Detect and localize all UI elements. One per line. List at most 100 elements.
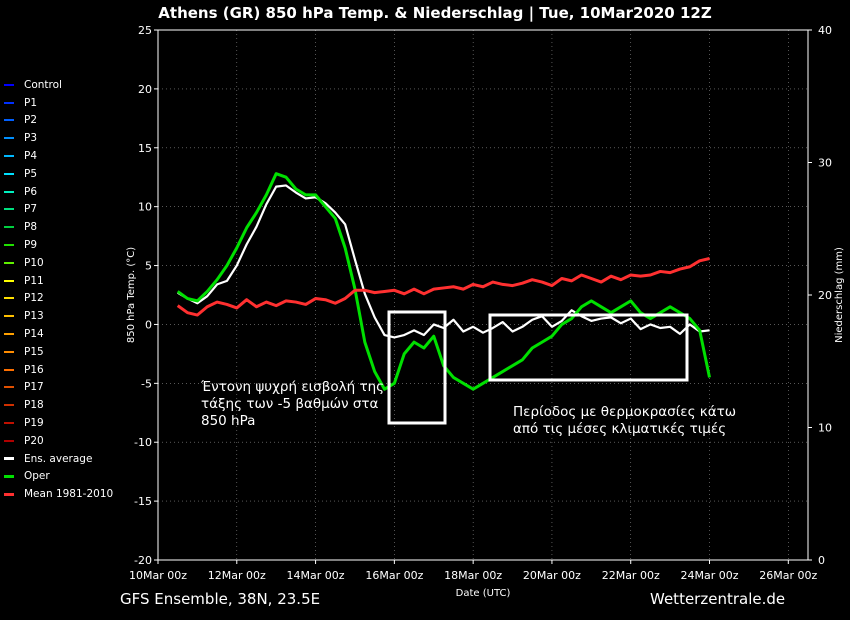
y-tick-label: 5 — [145, 260, 152, 273]
footer-source: Wetterzentrale.de — [650, 590, 786, 608]
legend-label: P2 — [24, 114, 38, 127]
legend-item: P17 — [4, 379, 134, 397]
legend-item: Control — [4, 76, 134, 94]
legend-swatch — [4, 83, 14, 86]
legend-swatch — [4, 155, 14, 158]
legend-label: P19 — [24, 417, 44, 430]
y2-tick-label: 20 — [818, 289, 832, 302]
y2-tick-label: 40 — [818, 24, 832, 37]
legend-label: P4 — [24, 150, 38, 163]
y-tick-label: 10 — [138, 201, 152, 214]
legend-label: P10 — [24, 256, 44, 269]
annotation-line: από τις μέσες κλιματικές τιμές — [513, 421, 727, 437]
legend-label: P13 — [24, 310, 44, 323]
legend-item: P12 — [4, 290, 134, 308]
legend-swatch — [4, 333, 14, 336]
legend-swatch — [4, 297, 14, 300]
legend-item: Mean 1981-2010 — [4, 485, 134, 503]
legend-swatch — [4, 279, 14, 282]
legend-swatch — [4, 261, 14, 264]
y-tick-label: -5 — [141, 377, 152, 390]
legend-label: P1 — [24, 96, 38, 109]
legend-swatch — [4, 404, 14, 407]
legend-item: P14 — [4, 325, 134, 343]
legend-swatch — [4, 386, 14, 389]
legend-label: P12 — [24, 292, 44, 305]
legend-swatch — [4, 422, 14, 425]
y2-tick-label: 30 — [818, 157, 832, 170]
annotation-line: τάξης των -5 βαθμών στα — [201, 396, 379, 412]
legend-item: P19 — [4, 414, 134, 432]
legend-item: P3 — [4, 129, 134, 147]
legend-swatch — [4, 439, 14, 442]
legend-swatch — [4, 226, 14, 229]
legend-swatch — [4, 492, 14, 496]
legend-item: P18 — [4, 396, 134, 414]
legend-swatch — [4, 315, 14, 318]
x-tick-label: 12Mar 00z — [208, 569, 266, 582]
x-tick-label: 26Mar 00z — [759, 569, 817, 582]
legend-label: Control — [24, 78, 62, 91]
legend-label: P8 — [24, 221, 38, 234]
y-tick-label: -10 — [134, 436, 152, 449]
legend-item: P20 — [4, 432, 134, 450]
legend-label: P15 — [24, 345, 44, 358]
legend-label: P5 — [24, 167, 38, 180]
legend-swatch — [4, 350, 14, 353]
legend-item: P16 — [4, 361, 134, 379]
y-tick-label: -15 — [134, 495, 152, 508]
x-tick-label: 22Mar 00z — [602, 569, 660, 582]
y-tick-label: 25 — [138, 24, 152, 37]
legend-item: Ens. average — [4, 450, 134, 468]
y-tick-label: -20 — [134, 554, 152, 567]
series-line — [176, 257, 710, 317]
legend-item: P11 — [4, 272, 134, 290]
x-tick-label: 20Mar 00z — [523, 569, 581, 582]
legend-item: P8 — [4, 218, 134, 236]
annotation-line: Έντονη ψυχρή εισβολή της — [201, 379, 385, 395]
legend-item: P15 — [4, 343, 134, 361]
x-tick-label: 18Mar 00z — [444, 569, 502, 582]
x-tick-label: 10Mar 00z — [129, 569, 187, 582]
annotation-line: Περίοδος με θερμοκρασίες κάτω — [513, 404, 737, 420]
legend-item: P4 — [4, 147, 134, 165]
legend-swatch — [4, 101, 14, 104]
legend-label: P7 — [24, 203, 38, 216]
legend-item: Oper — [4, 468, 134, 486]
legend-swatch — [4, 244, 14, 247]
y2-tick-label: 0 — [818, 554, 825, 567]
legend-label: P18 — [24, 399, 44, 412]
legend-label: P11 — [24, 274, 44, 287]
y-tick-label: 20 — [138, 83, 152, 96]
legend-item: P6 — [4, 183, 134, 201]
legend-swatch — [4, 119, 14, 122]
legend-label: P17 — [24, 381, 44, 394]
legend-label: P16 — [24, 363, 44, 376]
plot-frame — [157, 29, 809, 561]
y2-axis-label: Niederschlag (mm) — [834, 247, 845, 343]
annotation-cold-outbreak: Έντονη ψυχρή εισβολή της τάξης των -5 βα… — [201, 379, 384, 430]
legend-label: P9 — [24, 239, 38, 252]
legend-label: P3 — [24, 132, 38, 145]
legend: Control P1 P2 P3 P4 P5 P6 P7 P8 P9 P10 P11 P12 P13 P14… — [4, 76, 134, 503]
legend-item: P7 — [4, 201, 134, 219]
x-axis-label: Date (UTC) — [456, 588, 511, 599]
y-axis-label: 850 hPa Temp. (°C) — [126, 247, 137, 343]
legend-swatch — [4, 172, 14, 175]
legend-swatch — [4, 474, 14, 478]
legend-swatch — [4, 457, 14, 461]
annotation-box-cold-outbreak — [387, 310, 447, 425]
legend-swatch — [4, 190, 14, 193]
annotation-box-cold-period — [488, 313, 689, 382]
y-tick-label: 15 — [138, 142, 152, 155]
annotation-cold-period: Περίοδος με θερμοκρασίες κάτω από τις μέ… — [513, 404, 736, 438]
legend-item: P5 — [4, 165, 134, 183]
x-tick-label: 16Mar 00z — [365, 569, 423, 582]
chart-title: Athens (GR) 850 hPa Temp. & Niederschlag… — [158, 4, 712, 22]
legend-label: P6 — [24, 185, 38, 198]
y-tick-label: 0 — [145, 318, 152, 331]
footer-model-info: GFS Ensemble, 38N, 23.5E — [120, 590, 321, 608]
legend-swatch — [4, 368, 14, 371]
legend-label: Ens. average — [24, 452, 93, 465]
